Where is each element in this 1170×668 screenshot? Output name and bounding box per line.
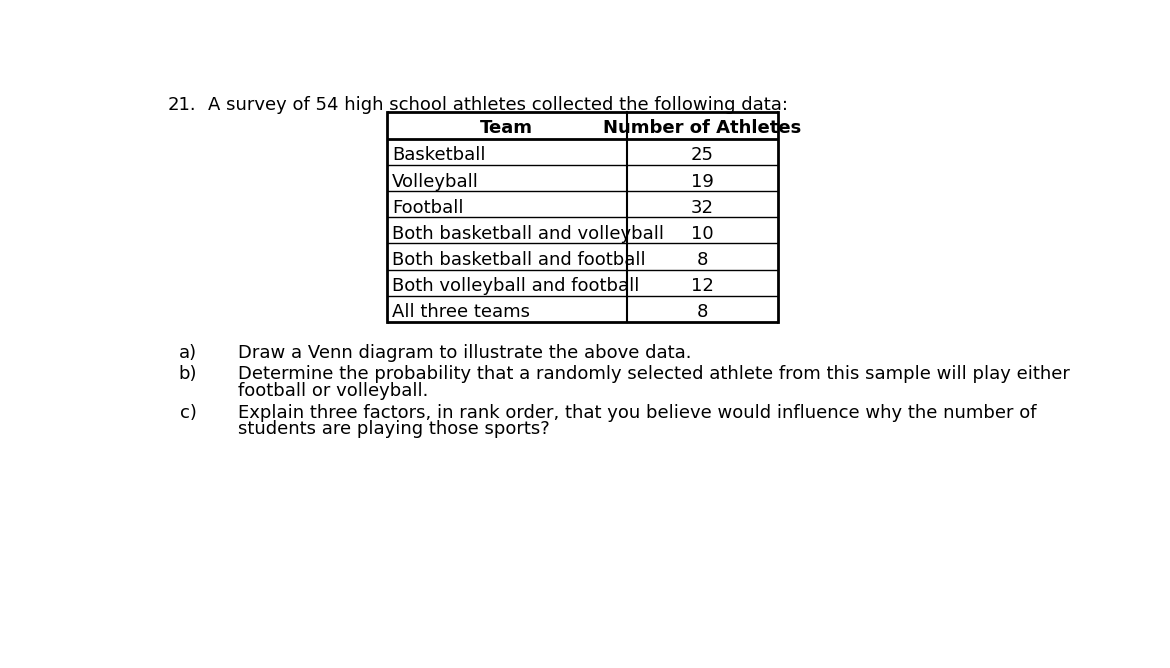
Text: Football: Football bbox=[392, 199, 463, 216]
Text: Both basketball and volleyball: Both basketball and volleyball bbox=[392, 225, 663, 243]
Text: 25: 25 bbox=[690, 146, 714, 164]
Text: Number of Athletes: Number of Athletes bbox=[604, 120, 801, 138]
Text: Both volleyball and football: Both volleyball and football bbox=[392, 277, 639, 295]
Text: Draw a Venn diagram to illustrate the above data.: Draw a Venn diagram to illustrate the ab… bbox=[238, 343, 691, 361]
Text: Basketball: Basketball bbox=[392, 146, 486, 164]
Text: football or volleyball.: football or volleyball. bbox=[238, 382, 428, 400]
Text: Determine the probability that a randomly selected athlete from this sample will: Determine the probability that a randoml… bbox=[238, 365, 1069, 383]
Text: 19: 19 bbox=[690, 172, 714, 190]
Text: 32: 32 bbox=[690, 199, 714, 216]
Text: Explain three factors, in rank order, that you believe would influence why the n: Explain three factors, in rank order, th… bbox=[238, 403, 1037, 422]
Text: 21.: 21. bbox=[168, 96, 197, 114]
Text: 8: 8 bbox=[696, 303, 708, 321]
Text: A survey of 54 high school athletes collected the following data:: A survey of 54 high school athletes coll… bbox=[208, 96, 789, 114]
Text: Both basketball and football: Both basketball and football bbox=[392, 251, 646, 269]
Text: 10: 10 bbox=[691, 225, 714, 243]
Text: All three teams: All three teams bbox=[392, 303, 530, 321]
Text: b): b) bbox=[178, 365, 197, 383]
Text: c): c) bbox=[180, 403, 197, 422]
Text: a): a) bbox=[179, 343, 197, 361]
Text: 12: 12 bbox=[690, 277, 714, 295]
Text: Volleyball: Volleyball bbox=[392, 172, 479, 190]
Text: 8: 8 bbox=[696, 251, 708, 269]
Text: students are playing those sports?: students are playing those sports? bbox=[238, 420, 550, 438]
Text: Team: Team bbox=[480, 120, 534, 138]
